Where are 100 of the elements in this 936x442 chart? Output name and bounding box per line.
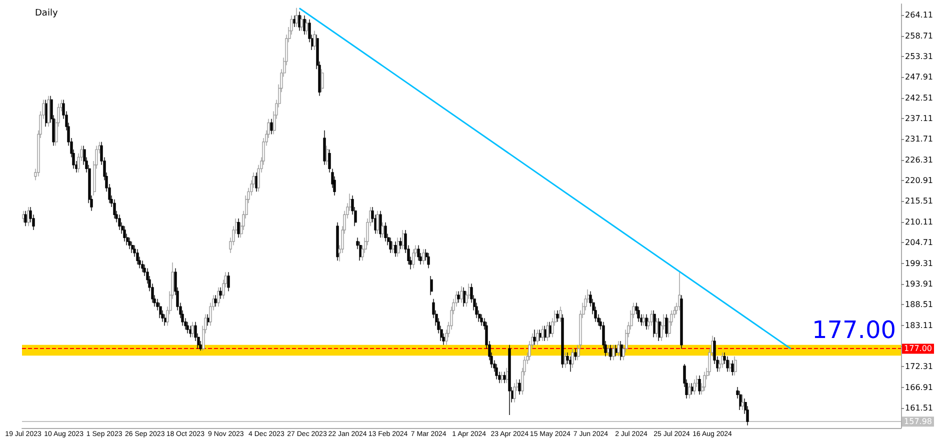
candlestick xyxy=(571,348,574,368)
candlestick xyxy=(394,241,397,258)
candlestick xyxy=(637,306,640,322)
candlestick xyxy=(658,318,661,342)
candlestick xyxy=(412,248,415,269)
candlestick xyxy=(506,368,509,384)
candlestick xyxy=(47,96,50,127)
ref-line-label: 157.98 xyxy=(904,417,932,426)
y-tick-label: 258.71 xyxy=(905,31,934,40)
candlestick xyxy=(300,15,303,32)
candlestick xyxy=(698,375,701,396)
y-tick-label: 237.11 xyxy=(905,114,934,123)
candlestick xyxy=(191,322,194,338)
candlestick xyxy=(384,222,387,242)
candlestick xyxy=(397,237,400,258)
candlestick xyxy=(389,237,392,254)
candlestick xyxy=(392,241,395,254)
candlestick xyxy=(359,241,362,261)
candlestick xyxy=(642,314,645,326)
candlestick xyxy=(227,272,230,292)
candlestick xyxy=(734,356,737,376)
candlestick xyxy=(24,210,27,226)
candlestick xyxy=(513,382,516,403)
candlestick xyxy=(128,237,131,250)
y-tick-label: 172.31 xyxy=(905,362,934,372)
candlestick xyxy=(186,322,189,334)
candlestick xyxy=(164,314,167,326)
candlestick xyxy=(305,18,308,35)
y-tick-label: 264.11 xyxy=(905,10,934,20)
candlestick xyxy=(189,325,192,338)
candlestick xyxy=(533,329,536,346)
candlestick xyxy=(323,130,326,166)
candlestick xyxy=(376,210,379,234)
candlestick xyxy=(214,294,217,307)
candlestick xyxy=(501,371,504,384)
candlestick xyxy=(518,379,521,396)
candlestick xyxy=(620,340,623,361)
candlestick xyxy=(561,314,564,368)
candlestick xyxy=(399,237,402,250)
candlestick xyxy=(645,314,648,330)
candlestick xyxy=(564,352,567,368)
candlestick xyxy=(577,344,580,361)
candlestick xyxy=(336,222,339,261)
y-tick-label: 231.71 xyxy=(905,134,934,144)
y-tick-label: 215.51 xyxy=(905,196,934,206)
candlestick xyxy=(326,145,329,166)
candlestick xyxy=(541,325,544,342)
candlestick xyxy=(141,260,144,272)
candlestick xyxy=(131,241,134,254)
candlestick xyxy=(270,118,273,135)
candlestick xyxy=(113,198,116,219)
y-tick-label: 220.91 xyxy=(905,176,934,186)
candlestick xyxy=(539,329,542,342)
y-tick-label: 226.31 xyxy=(905,155,934,164)
candlestick xyxy=(609,344,612,361)
candlestick xyxy=(22,210,25,223)
candlestick xyxy=(544,325,547,342)
y-tick-label: 210.11 xyxy=(905,217,934,226)
candlestick xyxy=(123,226,126,242)
candlestick xyxy=(313,30,316,50)
candlestick xyxy=(721,352,724,368)
text: Daily xyxy=(35,8,58,18)
candlestick xyxy=(549,322,552,338)
candlestick xyxy=(741,394,744,410)
y-tick-label: 188.51 xyxy=(905,300,934,310)
candlestick xyxy=(615,344,618,357)
candlestick xyxy=(508,344,511,416)
candlestick xyxy=(559,306,562,322)
candlestick xyxy=(617,340,620,357)
candlestick xyxy=(731,360,734,376)
candlestick xyxy=(495,364,498,380)
candlestick xyxy=(546,322,549,342)
annotation: 177.00 xyxy=(812,316,896,344)
candlestick xyxy=(691,382,694,396)
candlestick xyxy=(653,310,656,338)
candlestick xyxy=(457,290,460,304)
candlestick xyxy=(678,272,681,311)
candlestick xyxy=(612,344,615,361)
y-tick-label: 247.91 xyxy=(905,72,934,82)
candlestick xyxy=(460,286,463,304)
candlestick xyxy=(219,287,222,300)
y-tick-label: 204.71 xyxy=(905,238,934,248)
candlestick xyxy=(295,7,298,28)
y-tick-label: 193.91 xyxy=(905,279,934,288)
candlestick xyxy=(607,344,610,357)
candlestick xyxy=(321,68,324,92)
y-tick-label: 253.31 xyxy=(905,52,934,61)
candlestick xyxy=(293,15,296,28)
candlestick xyxy=(118,214,121,230)
y-tick-label: 161.51 xyxy=(905,404,934,413)
candlestick xyxy=(655,318,658,338)
candlestick xyxy=(136,248,139,265)
candlestick xyxy=(159,302,162,318)
candlestick xyxy=(569,356,572,372)
candlestick xyxy=(207,314,210,326)
candlestick xyxy=(680,294,683,350)
candlestick xyxy=(739,390,742,410)
candlestick xyxy=(417,244,420,261)
candlestick xyxy=(463,287,466,307)
y-tick-label: 199.31 xyxy=(905,258,934,268)
